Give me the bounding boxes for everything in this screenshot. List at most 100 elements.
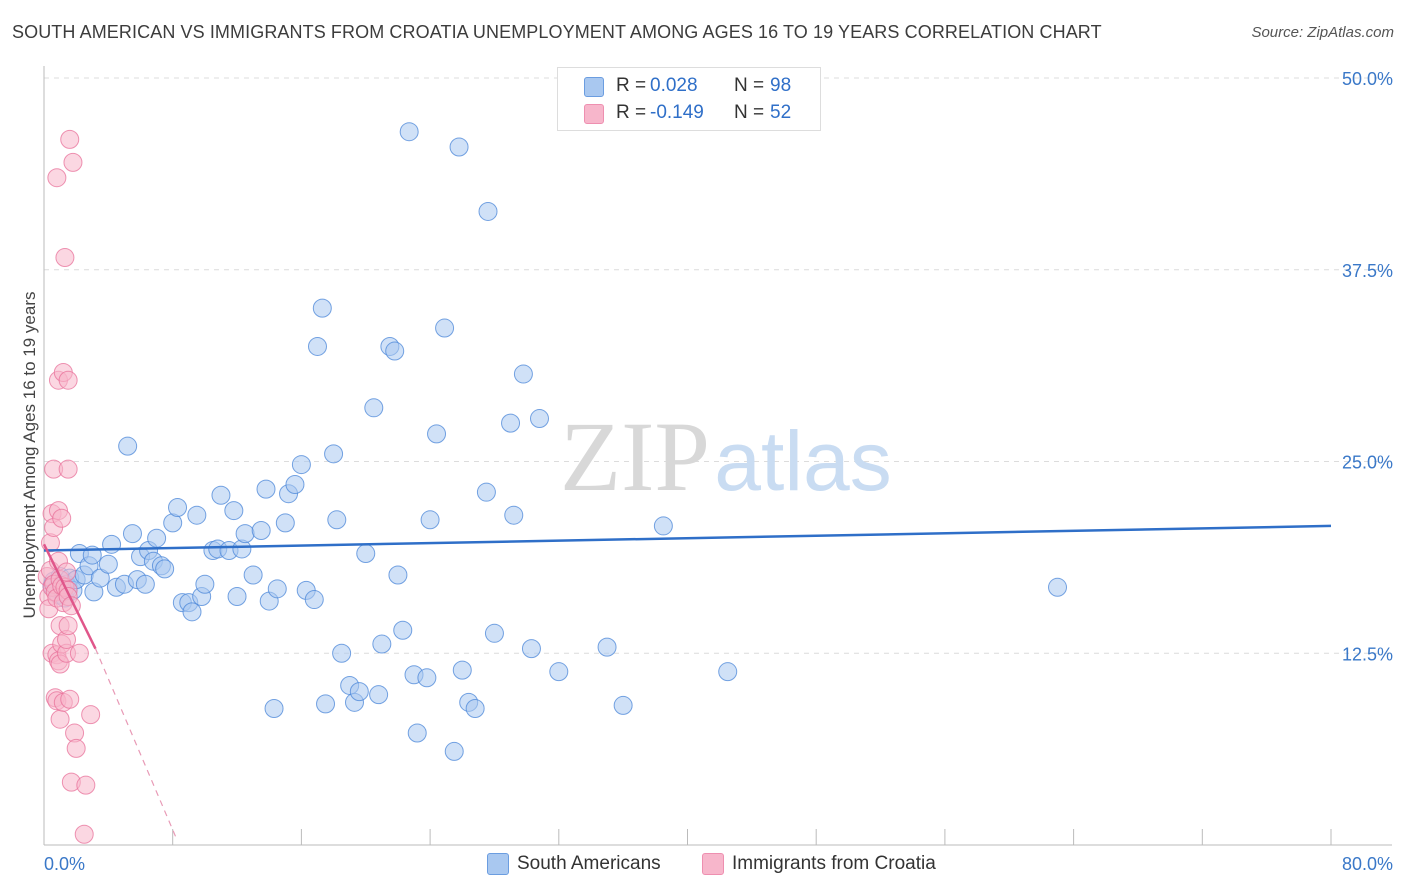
data-point	[597, 637, 617, 657]
data-point	[484, 623, 504, 643]
data-point	[232, 539, 252, 559]
legend-swatch-pink	[584, 104, 604, 124]
legend-r-value: -0.149	[650, 102, 704, 123]
watermark-atlas: atlas	[714, 414, 891, 508]
data-point	[211, 485, 231, 505]
legend-r-label: R =	[616, 75, 647, 96]
data-point	[364, 398, 384, 418]
data-point	[372, 634, 392, 654]
data-point	[435, 318, 455, 338]
data-point	[182, 602, 202, 622]
y-tick-label: 37.5%	[1342, 261, 1393, 281]
data-point	[275, 513, 295, 533]
chart-title: SOUTH AMERICAN VS IMMIGRANTS FROM CROATI…	[12, 22, 1102, 42]
data-point	[312, 298, 332, 318]
legend-r-label: R =	[616, 102, 647, 123]
data-point	[256, 479, 276, 499]
trend-line-croatia-extension	[94, 648, 177, 838]
data-point	[316, 694, 336, 714]
data-point	[356, 544, 376, 564]
data-point	[549, 662, 569, 682]
y-tick-label: 25.0%	[1342, 453, 1393, 473]
data-point	[399, 122, 419, 142]
bottom-legend-swatch-blue	[487, 853, 509, 875]
data-point	[388, 565, 408, 585]
y-tick-label: 12.5%	[1342, 644, 1393, 664]
data-point	[251, 521, 271, 541]
data-point	[478, 201, 498, 221]
data-point	[393, 620, 413, 640]
data-point	[235, 524, 255, 544]
data-point	[307, 336, 327, 356]
data-point	[444, 741, 464, 761]
data-point	[653, 516, 673, 536]
tick-labels: 12.5% 25.0% 37.5% 50.0% 0.0% 80.0%	[44, 69, 1393, 874]
data-point	[155, 559, 175, 579]
data-point	[304, 590, 324, 610]
correlation-legend: R = 0.028 N = 98 R = -0.149 N = 52	[557, 67, 821, 131]
legend-n-value: 98	[770, 75, 792, 96]
data-point	[452, 660, 472, 680]
data-point	[407, 723, 427, 743]
axes	[43, 66, 1392, 846]
data-point	[449, 137, 469, 157]
series-south-americans	[42, 122, 1068, 761]
data-point	[60, 689, 80, 709]
data-point	[98, 554, 118, 574]
trend-line-croatia	[42, 543, 97, 650]
data-point	[69, 643, 89, 663]
data-point	[324, 444, 344, 464]
gridlines	[44, 77, 1392, 654]
data-point	[224, 501, 244, 521]
watermark: ZIP atlas	[560, 401, 892, 512]
data-point	[718, 662, 738, 682]
data-point	[227, 586, 247, 606]
trend-line-south-americans	[43, 524, 1332, 552]
data-point	[102, 534, 122, 554]
data-point	[135, 574, 155, 594]
data-point	[349, 682, 369, 702]
data-point	[243, 565, 263, 585]
data-point	[332, 643, 352, 663]
legend-n-label: N =	[734, 75, 765, 96]
data-point	[147, 528, 167, 548]
data-point	[195, 574, 215, 594]
trend-lines	[42, 524, 1332, 838]
data-point	[264, 698, 284, 718]
data-point	[513, 364, 533, 384]
data-point	[327, 510, 347, 530]
data-point	[122, 524, 142, 544]
legend-n-label: N =	[734, 102, 765, 123]
data-point	[613, 695, 633, 715]
data-point	[369, 685, 389, 705]
data-point	[63, 152, 83, 172]
series-immigrants-from-croatia	[37, 129, 101, 844]
bottom-legend-swatch-pink	[702, 853, 724, 875]
data-point	[50, 709, 70, 729]
data-point	[66, 738, 86, 758]
data-point	[74, 824, 94, 844]
data-point	[58, 459, 78, 479]
data-point	[187, 505, 207, 525]
data-point	[285, 475, 305, 495]
data-point	[118, 436, 138, 456]
data-point	[501, 413, 521, 433]
x-tick-label-max: 80.0%	[1342, 854, 1393, 874]
watermark-zip: ZIP	[560, 401, 710, 512]
legend-n-value: 52	[770, 102, 792, 123]
data-point	[465, 698, 485, 718]
legend-swatch-blue	[584, 77, 604, 97]
data-point	[1048, 577, 1068, 597]
source-credit: Source: ZipAtlas.com	[1251, 24, 1394, 41]
data-point	[420, 510, 440, 530]
data-point	[521, 639, 541, 659]
data-point	[504, 505, 524, 525]
data-point	[55, 247, 75, 267]
data-point	[81, 705, 101, 725]
data-point	[52, 508, 72, 528]
data-point	[168, 498, 188, 518]
bottom-legend-label: Immigrants from Croatia	[732, 853, 936, 874]
x-tick-label-min: 0.0%	[44, 854, 85, 874]
data-point	[427, 424, 447, 444]
